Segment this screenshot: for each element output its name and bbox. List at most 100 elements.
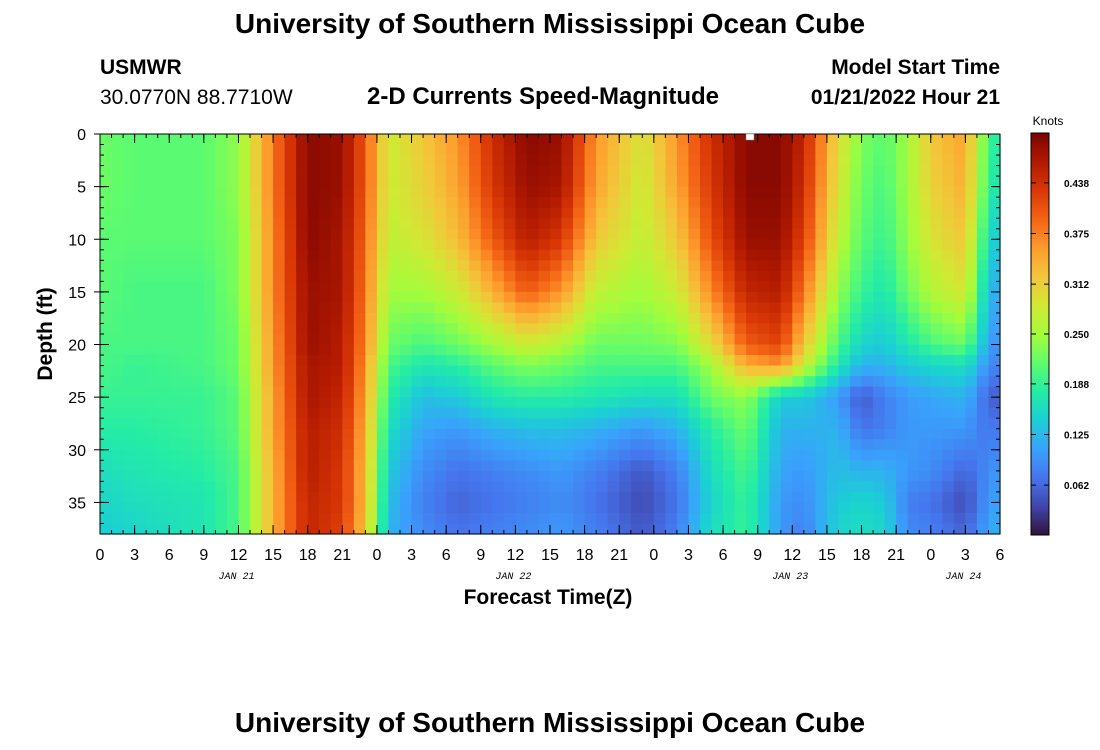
heatmap-cell [607,312,620,325]
heatmap-cell [100,312,113,325]
heatmap-cell [469,312,482,325]
heatmap-cell [584,460,597,472]
heatmap-cell [411,502,424,514]
heatmap-cell [642,207,655,219]
heatmap-cell [226,239,240,251]
heatmap-cell [100,512,113,525]
heatmap-cell [388,155,401,167]
heatmap-cell [688,260,701,272]
heatmap-cell [238,176,251,188]
heatmap-cell [792,428,805,440]
heatmap-cell [111,155,124,167]
heatmap-cell [123,270,136,282]
heatmap-cell [723,134,736,146]
heatmap-cell [457,523,470,535]
heatmap-cell [526,270,540,282]
heatmap-cell [423,165,436,177]
heatmap-cell [342,523,355,535]
heatmap-cell [169,365,182,377]
heatmap-cell [976,165,990,177]
heatmap-cell [723,344,736,356]
heatmap-cell [907,207,920,219]
heatmap-cell [480,428,493,440]
heatmap-cell [665,144,678,156]
heatmap-cell [503,155,516,167]
heatmap-cell [457,491,470,504]
heatmap-cell [365,386,378,398]
heatmap-cell [953,439,966,451]
heatmap-cell [400,523,413,535]
heatmap-cell [850,239,863,251]
heatmap-cell [780,334,793,346]
heatmap-cell [723,218,736,230]
heatmap-cell [180,481,193,493]
heatmap-cell [642,460,655,472]
heatmap-cell [526,165,540,177]
heatmap-cell [676,186,690,198]
heatmap-cell [457,428,470,440]
heatmap-cell [792,155,805,167]
heatmap-cell [734,491,747,504]
heatmap-cell [988,397,1001,409]
heatmap-cell [123,365,136,377]
heatmap-cell [123,386,136,398]
heatmap-cell [780,491,793,504]
heatmap-cell [838,270,851,282]
heatmap-cell [665,376,678,388]
heatmap-cell [873,397,886,409]
heatmap-cell [400,502,413,514]
heatmap-cell [930,165,943,177]
heatmap-cell [550,165,563,177]
heatmap-cell [584,134,597,146]
heatmap-cell [492,491,505,504]
heatmap-cell [734,481,747,493]
heatmap-cell [953,270,966,282]
heatmap-cell [561,134,574,146]
heatmap-cell [446,197,459,209]
heatmap-cell [723,228,736,240]
heatmap-cell [826,281,840,293]
heatmap-cell [226,302,240,314]
heatmap-cell [226,134,240,146]
heatmap-cell [480,470,493,482]
heatmap-cell [896,302,909,314]
heatmap-cell [411,512,424,525]
heatmap-cell [319,365,332,377]
heatmap-cell [203,186,216,198]
heatmap-cell [469,228,482,240]
heatmap-cell [653,376,666,388]
heatmap-cell [273,239,286,251]
heatmap-cell [711,207,724,219]
heatmap-cell [388,365,401,377]
heatmap-cell [400,470,413,482]
heatmap-cell [503,260,516,272]
heatmap-cell [815,397,828,409]
heatmap-cell [561,470,574,482]
heatmap-cell [446,334,459,346]
heatmap-cell [434,428,447,440]
heatmap-cell [665,302,678,314]
heatmap-cell [665,365,678,377]
heatmap-cell [757,186,770,198]
heatmap-cell [665,291,678,304]
heatmap-cell [515,523,528,535]
heatmap-cell [757,134,770,146]
heatmap-cell [538,523,551,535]
heatmap-cell [376,449,390,461]
heatmap-cell [376,334,390,346]
heatmap-cell [884,502,897,514]
heatmap-cell [780,176,793,188]
heatmap-cell [376,386,390,398]
heatmap-cell [850,291,863,304]
heatmap-cell [930,334,943,346]
heatmap-cell [757,397,770,409]
y-tick-label: 20 [68,338,86,355]
heatmap-cell [319,386,332,398]
heatmap-cell [100,439,113,451]
heatmap-cell [261,449,274,461]
heatmap-cell [873,355,886,367]
heatmap-cell [757,291,770,304]
heatmap-cell [642,144,655,156]
heatmap-cell [342,155,355,167]
x-tick-label: 9 [753,547,762,564]
